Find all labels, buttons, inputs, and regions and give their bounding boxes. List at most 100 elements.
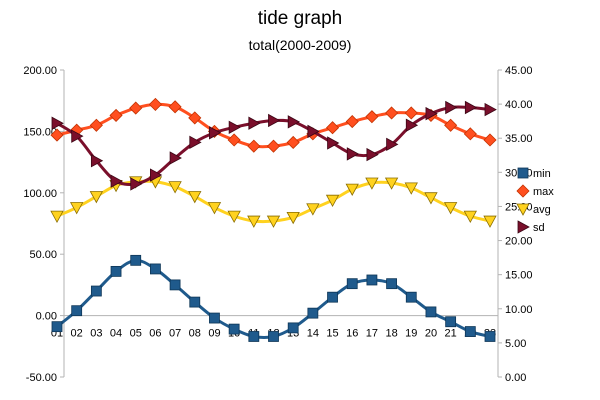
x-tick-label: 19: [405, 328, 417, 340]
max-point: [168, 100, 182, 114]
sd-point: [189, 135, 202, 149]
legend-marker-sd: [517, 220, 530, 234]
legend-label-avg: avg: [533, 204, 551, 216]
x-tick-label: 04: [110, 328, 122, 340]
avg-point: [384, 177, 399, 190]
avg-point: [168, 181, 182, 194]
min-point: [405, 291, 417, 303]
sd-point: [484, 102, 497, 117]
sd-point: [445, 100, 458, 115]
min-point: [425, 306, 437, 318]
avg-point: [70, 202, 84, 215]
chart-subtitle: total(2000-2009): [249, 37, 352, 53]
sd-point: [346, 147, 360, 161]
series-line-avg: [56, 179, 491, 224]
min-point: [110, 265, 122, 277]
x-tick-label: 18: [385, 328, 397, 340]
sd-point: [71, 129, 84, 143]
series-max: [50, 97, 497, 153]
x-tick-label: 07: [169, 328, 181, 340]
sd-point: [425, 106, 438, 121]
max-point: [463, 127, 477, 141]
x-tick-label: 03: [90, 328, 102, 340]
right-tick-label: 5.00: [505, 338, 526, 350]
avg-point: [424, 192, 438, 205]
x-tick-label: 02: [71, 328, 83, 340]
avg-point: [463, 210, 477, 223]
chart-title: tide graph: [258, 8, 343, 29]
max-point: [266, 139, 281, 153]
series-min: [51, 254, 496, 342]
max-point: [148, 97, 162, 111]
legend-label-min: min: [533, 168, 551, 180]
max-point: [247, 139, 261, 153]
avg-point: [266, 215, 281, 228]
avg-point: [306, 203, 320, 216]
min-point: [130, 254, 142, 266]
avg-point: [325, 194, 340, 208]
sd-point: [228, 120, 241, 134]
legend-marker-min: [517, 167, 529, 179]
sd-point: [366, 147, 379, 162]
max-point: [50, 128, 64, 142]
left-tick-label: 200.00: [23, 65, 57, 77]
sd-point: [110, 174, 123, 188]
sd-point: [90, 154, 104, 168]
avg-point: [365, 177, 379, 190]
max-point: [286, 135, 300, 150]
legend-marker-avg: [516, 203, 530, 216]
min-point: [484, 331, 496, 342]
avg-point: [483, 215, 497, 228]
avg-point: [404, 182, 418, 195]
sd-point: [327, 136, 340, 150]
right-tick-label: 35.00: [505, 133, 533, 145]
min-point: [71, 305, 83, 317]
sd-point: [405, 118, 419, 132]
min-point: [209, 312, 220, 324]
axes: -50.00 0.00 50.00 100.00 150.00 200.00 0.00 5.0…: [23, 65, 532, 384]
left-tick-label: 50.00: [29, 249, 57, 261]
min-point: [248, 331, 260, 342]
sd-point: [169, 151, 182, 165]
sd-point: [209, 126, 222, 140]
max-point: [444, 118, 458, 132]
min-point: [150, 263, 161, 275]
x-tick-label: 06: [149, 328, 161, 340]
max-point: [385, 106, 399, 120]
left-tick-label: 100.00: [23, 188, 57, 200]
x-tick-label: 05: [130, 328, 142, 340]
min-point: [366, 274, 378, 286]
avg-point: [443, 202, 458, 215]
legend: min max avg sd: [516, 167, 554, 234]
min-point: [228, 323, 240, 335]
x-tick-label: 20: [425, 328, 437, 340]
sd-point: [150, 168, 163, 182]
min-point: [327, 291, 338, 303]
min-point: [51, 321, 63, 333]
legend-marker-max: [516, 184, 530, 198]
right-tick-label: 20.00: [505, 236, 533, 248]
max-point: [188, 111, 202, 125]
min-point: [268, 331, 279, 342]
x-tick-label: 16: [346, 328, 358, 340]
min-point: [307, 307, 319, 319]
min-point: [445, 316, 457, 328]
avg-point: [89, 191, 104, 204]
avg-point: [227, 210, 241, 223]
series-line-min: [56, 258, 491, 339]
series-avg: [50, 176, 497, 228]
min-point: [189, 296, 201, 308]
avg-point: [286, 211, 300, 225]
min-point: [464, 326, 476, 337]
max-point: [345, 115, 359, 129]
max-point: [89, 118, 103, 132]
x-tick-label: 08: [189, 328, 201, 340]
max-point: [129, 101, 143, 115]
legend-label-max: max: [533, 186, 554, 198]
left-tick-label: -50.00: [26, 372, 57, 384]
series-sd: [51, 100, 497, 191]
avg-point: [188, 191, 202, 204]
min-point: [386, 278, 397, 290]
min-point: [169, 279, 181, 291]
